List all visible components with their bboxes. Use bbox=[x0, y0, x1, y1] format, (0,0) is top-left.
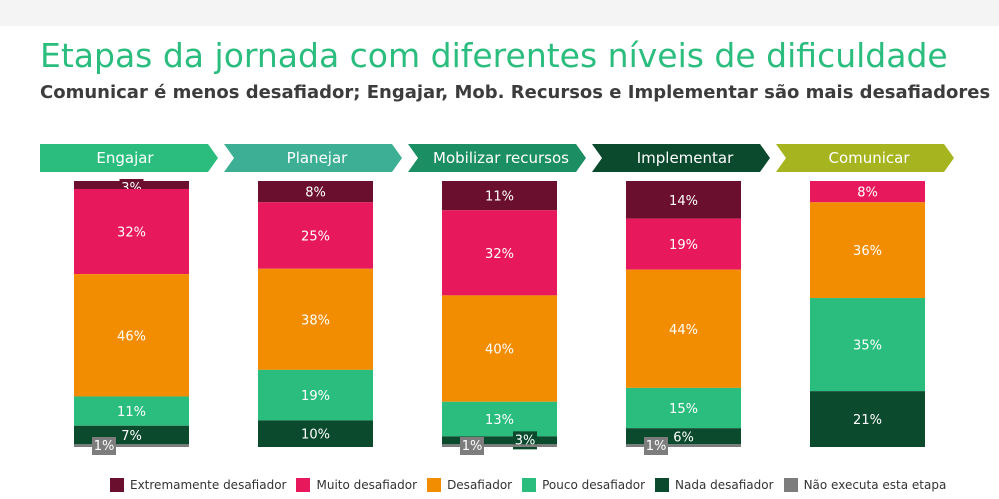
data-label-planejar-extremamente-desafiador: 8% bbox=[305, 186, 326, 201]
chart-legend: Extremamente desafiador Muito desafiador D… bbox=[110, 476, 956, 494]
stage-label-planejar: Planejar bbox=[287, 149, 348, 167]
data-label-engajar-nao-executa-esta-etapa: 1% bbox=[94, 439, 115, 454]
data-label-implementar-extremamente-desafiador: 14% bbox=[669, 194, 698, 209]
bar-segment-implementar-desafiador bbox=[626, 269, 741, 388]
legend-label-muito-desafiador: Muito desafiador bbox=[316, 478, 418, 492]
stage-label-mobilizar-recursos: Mobilizar recursos bbox=[433, 149, 569, 167]
bar-segment-planejar-extremamente-desafiador bbox=[258, 181, 373, 203]
bar-segment-comunicar-muito-desafiador bbox=[810, 181, 925, 203]
legend-swatch-desafiador bbox=[427, 478, 442, 492]
top-band bbox=[0, 0, 999, 26]
bar-segment-comunicar-nada-desafiador bbox=[810, 391, 925, 447]
stage-header-engajar bbox=[40, 144, 218, 172]
chart-subtitle: Comunicar é menos desafiador; Engajar, M… bbox=[40, 82, 991, 103]
bar-segment-implementar-extremamente-desafiador bbox=[626, 181, 741, 219]
bar-segment-engajar-muito-desafiador bbox=[74, 188, 189, 275]
data-label-box-engajar-nao-executa-esta-etapa bbox=[92, 437, 116, 455]
bar-segment-engajar-nao-executa-esta-etapa bbox=[74, 444, 189, 447]
stage-header-comunicar bbox=[776, 144, 954, 172]
bar-segment-planejar-nada-desafiador bbox=[258, 420, 373, 447]
stacked-bar-chart: Engajar Planejar Mobilizar recursos Impleme… bbox=[40, 144, 954, 455]
legend-item-extremamente-desafiador: Extremamente desafiador bbox=[110, 478, 286, 492]
legend-label-nao-executa-esta-etapa: Não executa esta etapa bbox=[803, 478, 947, 492]
data-label-implementar-pouco-desafiador: 15% bbox=[669, 402, 698, 417]
data-label-box-implementar-nao-executa-esta-etapa bbox=[644, 437, 668, 455]
data-label-implementar-desafiador: 44% bbox=[669, 323, 698, 338]
data-label-mobilizar-recursos-muito-desafiador: 32% bbox=[485, 247, 514, 262]
bar-segment-engajar-desafiador bbox=[74, 274, 189, 397]
data-label-planejar-desafiador: 38% bbox=[301, 313, 330, 328]
stage-header-planejar bbox=[224, 144, 402, 172]
bar-segment-mobilizar-recursos-pouco-desafiador bbox=[442, 401, 557, 437]
chart-title: Etapas da jornada com diferentes níveis … bbox=[40, 36, 948, 75]
legend-label-desafiador: Desafiador bbox=[447, 478, 513, 492]
stage-header-mobilizar-recursos bbox=[408, 144, 586, 172]
data-label-implementar-nao-executa-esta-etapa: 1% bbox=[646, 439, 667, 454]
data-label-planejar-pouco-desafiador: 19% bbox=[301, 389, 330, 404]
bar-segment-mobilizar-recursos-nada-desafiador bbox=[442, 436, 557, 445]
legend-item-nada-desafiador: Nada desafiador bbox=[655, 478, 774, 492]
data-label-planejar-nada-desafiador: 10% bbox=[301, 428, 330, 443]
legend-swatch-nada-desafiador bbox=[655, 478, 670, 492]
legend-item-pouco-desafiador: Pouco desafiador bbox=[522, 478, 645, 492]
data-label-implementar-muito-desafiador: 19% bbox=[669, 238, 698, 253]
legend-item-desafiador: Desafiador bbox=[427, 478, 512, 492]
bar-segment-planejar-desafiador bbox=[258, 268, 373, 370]
data-label-engajar-nada-desafiador: 7% bbox=[121, 429, 142, 444]
data-label-planejar-muito-desafiador: 25% bbox=[301, 230, 330, 245]
data-label-box-mobilizar-recursos-nao-executa-esta-etapa bbox=[460, 437, 484, 455]
stage-header-implementar bbox=[592, 144, 770, 172]
bar-segment-mobilizar-recursos-extremamente-desafiador bbox=[442, 181, 557, 211]
legend-label-extremamente-desafiador: Extremamente desafiador bbox=[130, 478, 287, 492]
legend-item-muito-desafiador: Muito desafiador bbox=[296, 478, 417, 492]
data-label-mobilizar-recursos-desafiador: 40% bbox=[485, 343, 514, 358]
legend-swatch-muito-desafiador bbox=[296, 478, 311, 492]
stage-label-comunicar: Comunicar bbox=[828, 149, 910, 167]
bar-segment-comunicar-pouco-desafiador bbox=[810, 298, 925, 392]
data-label-engajar-muito-desafiador: 32% bbox=[117, 226, 146, 241]
bar-segment-implementar-pouco-desafiador bbox=[626, 387, 741, 429]
data-label-mobilizar-recursos-extremamente-desafiador: 11% bbox=[485, 190, 514, 205]
bar-segment-engajar-pouco-desafiador bbox=[74, 396, 189, 426]
legend-swatch-nao-executa-esta-etapa bbox=[783, 478, 798, 492]
data-label-mobilizar-recursos-pouco-desafiador: 13% bbox=[485, 413, 514, 428]
legend-item-nao-executa-esta-etapa: Não executa esta etapa bbox=[783, 478, 947, 492]
legend-label-pouco-desafiador: Pouco desafiador bbox=[542, 478, 646, 492]
data-label-comunicar-muito-desafiador: 8% bbox=[857, 186, 878, 201]
bar-segment-comunicar-desafiador bbox=[810, 202, 925, 299]
bar-segment-implementar-nao-executa-esta-etapa bbox=[626, 444, 741, 447]
bar-segment-mobilizar-recursos-nao-executa-esta-etapa bbox=[442, 444, 557, 447]
legend-swatch-extremamente-desafiador bbox=[110, 478, 124, 492]
bar-segment-mobilizar-recursos-muito-desafiador bbox=[442, 210, 557, 296]
bar-segment-planejar-pouco-desafiador bbox=[258, 369, 373, 421]
data-label-engajar-desafiador: 46% bbox=[117, 329, 146, 344]
bar-segment-mobilizar-recursos-desafiador bbox=[442, 295, 557, 402]
data-label-mobilizar-recursos-nao-executa-esta-etapa: 1% bbox=[462, 439, 483, 454]
data-label-implementar-nada-desafiador: 6% bbox=[673, 430, 694, 445]
bar-segment-planejar-muito-desafiador bbox=[258, 202, 373, 269]
data-label-comunicar-desafiador: 36% bbox=[853, 244, 882, 259]
stage-label-engajar: Engajar bbox=[96, 149, 154, 167]
bar-segment-implementar-muito-desafiador bbox=[626, 218, 741, 270]
data-label-engajar-pouco-desafiador: 11% bbox=[117, 405, 146, 420]
legend-swatch-pouco-desafiador bbox=[522, 478, 537, 492]
data-label-comunicar-nada-desafiador: 21% bbox=[853, 413, 882, 428]
legend-label-nada-desafiador: Nada desafiador bbox=[675, 478, 774, 492]
data-label-comunicar-pouco-desafiador: 35% bbox=[853, 339, 882, 354]
stage-label-implementar: Implementar bbox=[637, 149, 734, 167]
